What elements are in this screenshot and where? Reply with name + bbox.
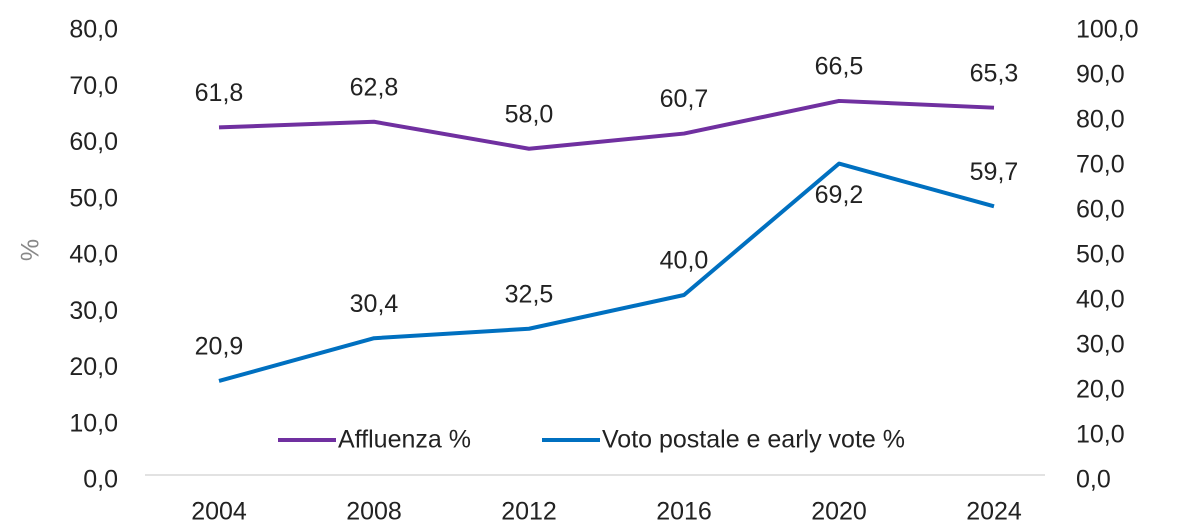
x-tick-label: 2024: [966, 498, 1022, 526]
y-tick-label: 50,0: [69, 184, 118, 212]
data-label: 61,8: [195, 79, 244, 107]
y-tick-label: 20,0: [69, 353, 118, 381]
x-tick-label: 2004: [191, 498, 247, 526]
y2-tick-label: 100,0: [1076, 16, 1139, 44]
data-label: 59,7: [970, 158, 1019, 186]
y2-tick-label: 80,0: [1076, 106, 1125, 134]
y2-tick-label: 70,0: [1076, 151, 1125, 179]
y-tick-label: 10,0: [69, 409, 118, 437]
y2-tick-label: 90,0: [1076, 61, 1125, 89]
y2-tick-label: 60,0: [1076, 196, 1125, 224]
x-tick-label: 2008: [346, 498, 402, 526]
data-label: 32,5: [505, 280, 554, 308]
data-label: 66,5: [815, 53, 864, 81]
x-tick-label: 2020: [811, 498, 867, 526]
data-label: 69,2: [815, 181, 864, 209]
data-label: 58,0: [505, 100, 554, 128]
y2-tick-label: 30,0: [1076, 331, 1125, 359]
legend-label: Affluenza %: [338, 426, 471, 454]
x-tick-label: 2012: [501, 498, 557, 526]
y2-tick-label: 10,0: [1076, 421, 1125, 449]
data-label: 30,4: [350, 290, 399, 318]
data-label: 62,8: [350, 73, 399, 101]
x-tick-label: 2016: [656, 498, 712, 526]
series-line: [218, 161, 995, 383]
data-label: 65,3: [970, 59, 1019, 87]
y-tick-label: 60,0: [69, 128, 118, 156]
y2-tick-label: 20,0: [1076, 376, 1125, 404]
data-label: 40,0: [660, 247, 709, 275]
legend-label: Voto postale e early vote %: [602, 426, 905, 454]
y-tick-label: 80,0: [69, 16, 118, 44]
data-label: 60,7: [660, 85, 709, 113]
y2-tick-label: 0,0: [1076, 466, 1111, 494]
y-tick-label: 40,0: [69, 241, 118, 269]
data-label: 20,9: [195, 333, 244, 361]
y2-tick-label: 50,0: [1076, 241, 1125, 269]
y-tick-label: 70,0: [69, 72, 118, 100]
y-tick-label: 30,0: [69, 297, 118, 325]
series-line: [218, 98, 995, 151]
y2-tick-label: 40,0: [1076, 286, 1125, 314]
y-tick-label: 0,0: [83, 466, 118, 494]
y-axis-title: %: [17, 239, 45, 261]
